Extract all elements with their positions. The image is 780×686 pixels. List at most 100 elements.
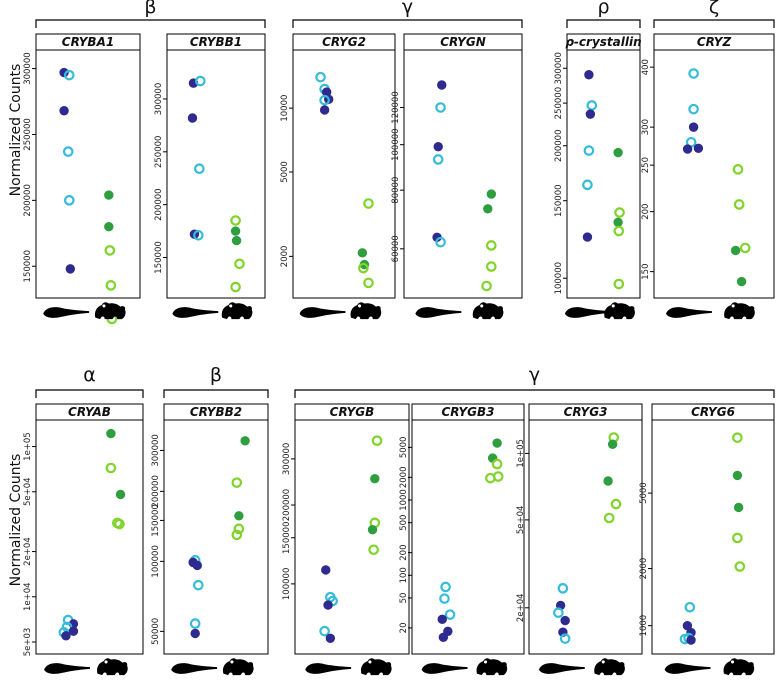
y-tick-label: 5000 — [280, 161, 290, 183]
tadpole-point — [192, 560, 202, 571]
frog-point — [104, 190, 114, 200]
y-tick-label: 150000 — [554, 184, 564, 216]
y-tick-label: 200000 — [23, 184, 33, 216]
panel-cryg6: CRYG6 1000 2000 5000 — [639, 403, 775, 676]
y-tick-label: 250 — [641, 157, 651, 173]
y-tick-label: 2000 — [399, 467, 409, 489]
frog-point — [732, 470, 743, 481]
y-tick-label: 150000 — [154, 241, 164, 273]
frog-point — [234, 511, 244, 521]
gene-label: CRYG6 — [691, 405, 735, 419]
gene-label: CRYZ — [697, 35, 732, 49]
y-tick-label: 10000 — [280, 95, 290, 122]
tadpole-point — [585, 109, 596, 119]
y-tick-label: 2000 — [280, 246, 290, 268]
y-tick-label: 1e+05 — [23, 432, 33, 461]
frog-silhouette-icon — [472, 302, 504, 320]
frog-silhouette-icon — [350, 302, 382, 320]
gene-label: CRYG2 — [322, 35, 366, 49]
group-bracket: ρ — [566, 0, 641, 28]
y-tick-label: 250000 — [23, 118, 33, 150]
gene-label: CRYG3 — [564, 405, 608, 419]
panel-cryba1: CRYBA1 150000 200000 250000 300000 — [23, 33, 141, 325]
gene-label: CRYGB3 — [442, 405, 495, 419]
tadpole-point — [68, 626, 79, 636]
frog-point — [105, 280, 117, 291]
panel-crybb1: CRYBB1 150000 200000 250000 300000 — [154, 33, 266, 320]
tadpole-point — [693, 143, 704, 154]
frog-point — [363, 198, 374, 209]
panel-frame — [528, 403, 643, 655]
frog-point — [732, 532, 743, 544]
panel--crystallin: ρ-crystallin 100000 150000 200000 250000 3000… — [554, 33, 642, 320]
tadpole-point — [63, 195, 75, 206]
y-tick-label: 150000 — [151, 504, 161, 536]
tadpole-point — [584, 70, 594, 80]
frog-point — [357, 248, 368, 258]
frog-point — [231, 477, 243, 488]
y-tick-label: 200000 — [151, 475, 161, 507]
frog-point — [233, 523, 245, 535]
frog-point — [230, 215, 241, 226]
frog-point — [491, 458, 503, 470]
tadpole-point — [688, 68, 699, 79]
group-label: ζ — [709, 0, 719, 18]
frog-point — [114, 518, 125, 530]
tadpole-point — [433, 142, 443, 152]
y-tick-label: 200000 — [554, 130, 564, 162]
y-tick-label: 250000 — [554, 87, 564, 119]
y-tick-label: 5000 — [639, 482, 649, 504]
frog-point — [486, 261, 497, 272]
frog-silhouette-icon — [724, 302, 755, 320]
tadpole-point — [65, 264, 76, 274]
frog-silhouette-icon — [723, 658, 755, 676]
tadpole-point — [435, 236, 446, 248]
frog-point — [732, 164, 744, 175]
frog-point — [230, 226, 241, 236]
bracket-line — [566, 19, 641, 28]
tadpole-point — [437, 614, 447, 625]
gene-label: CRYAB — [68, 405, 111, 419]
panel-frame — [166, 33, 266, 299]
tadpole-point — [187, 113, 198, 123]
tadpole-silhouette-icon — [666, 307, 712, 318]
group-label: γ — [402, 0, 413, 18]
frog-point — [610, 498, 622, 510]
y-tick-label: 5e+04 — [516, 506, 526, 535]
frog-point — [486, 189, 497, 199]
frog-silhouette-icon — [97, 658, 128, 676]
frog-point — [613, 147, 623, 158]
frog-point — [106, 428, 116, 439]
panel-cryg3: CRYG3 2e+04 5e+04 1e+05 — [516, 403, 643, 676]
tadpole-silhouette-icon — [171, 663, 218, 674]
tadpole-point — [63, 69, 75, 81]
y-tick-label: 400 — [641, 59, 651, 75]
panel-crygn: CRYGN 60000 80000 100000 120000 — [391, 33, 523, 320]
y-axis-label-bottom: Normalized Counts — [8, 454, 24, 587]
frog-point — [603, 512, 615, 524]
bracket-line — [163, 389, 269, 398]
y-tick-label: 1000 — [399, 489, 409, 511]
frog-point — [104, 245, 116, 256]
tadpole-point — [325, 633, 336, 643]
frog-silhouette-icon — [360, 658, 392, 676]
tadpole-point — [440, 581, 451, 593]
gene-label: CRYGN — [440, 35, 486, 49]
group-label: α — [83, 364, 96, 386]
group-bracket: α — [35, 364, 144, 398]
frog-point — [230, 281, 241, 293]
frog-point — [234, 258, 245, 270]
y-tick-label: 150000 — [282, 522, 292, 554]
tadpole-point — [444, 609, 456, 620]
frog-point — [486, 240, 497, 251]
frog-point — [732, 432, 743, 443]
group-label: ρ — [597, 0, 609, 18]
frog-point — [613, 278, 625, 290]
frog-point — [739, 242, 751, 254]
panel-frame — [653, 33, 775, 299]
tadpole-point — [193, 229, 204, 241]
tadpole-silhouette-icon — [43, 307, 90, 318]
tadpole-point — [688, 103, 699, 115]
tadpole-silhouette-icon — [299, 307, 346, 318]
frog-silhouette-icon — [476, 658, 508, 676]
